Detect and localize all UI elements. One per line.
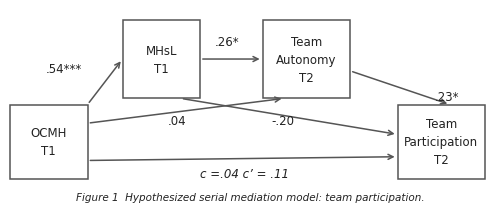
FancyBboxPatch shape <box>10 105 88 179</box>
FancyBboxPatch shape <box>262 21 350 99</box>
Text: -.20: -.20 <box>271 114 294 127</box>
FancyBboxPatch shape <box>122 21 200 99</box>
Text: Team
Participation
T2: Team Participation T2 <box>404 118 478 166</box>
Text: .23*: .23* <box>435 90 460 103</box>
Text: OCMH
T1: OCMH T1 <box>30 127 67 158</box>
FancyBboxPatch shape <box>398 105 485 179</box>
Text: Team
Autonomy
T2: Team Autonomy T2 <box>276 35 336 84</box>
Text: .04: .04 <box>168 114 187 127</box>
Text: c =.04 c’ = .11: c =.04 c’ = .11 <box>200 168 288 180</box>
Text: .26*: .26* <box>215 36 240 49</box>
Text: .54***: .54*** <box>46 63 82 75</box>
Text: Figure 1  Hypothesized serial mediation model: team participation.: Figure 1 Hypothesized serial mediation m… <box>76 192 424 202</box>
Text: MHsL
T1: MHsL T1 <box>146 44 177 75</box>
